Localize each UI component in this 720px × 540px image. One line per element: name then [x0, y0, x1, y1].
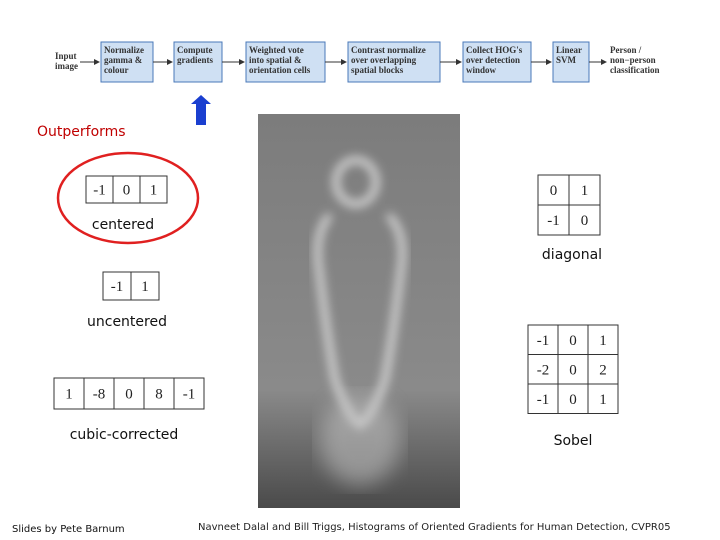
- step-text: orientation cells: [249, 65, 311, 75]
- kernel-value: 0: [569, 333, 577, 349]
- step-text: over overlapping: [351, 55, 417, 65]
- footer-right: Navneet Dalal and Bill Triggs, Histogram…: [198, 522, 671, 533]
- kernel-cell: [143, 377, 175, 410]
- kernel-value: -2: [537, 362, 550, 378]
- kernel-value: 1: [65, 387, 73, 403]
- kernel-value: 1: [150, 183, 158, 199]
- kernel-cell: [113, 377, 145, 410]
- kernel-label: Sobel: [554, 433, 593, 449]
- kernel-value: -1: [537, 392, 550, 408]
- kernel-value: -1: [547, 213, 560, 229]
- kernel-cell: [587, 383, 619, 414]
- output-text: classification: [610, 65, 660, 75]
- kernel-cell: [587, 354, 619, 385]
- kernel-cell: [102, 271, 132, 301]
- step-text: Contrast normalize: [351, 45, 426, 55]
- step-box: [100, 41, 154, 83]
- step-text: SVM: [556, 55, 577, 65]
- kernel-value: -1: [111, 279, 124, 295]
- step-text: Compute: [177, 45, 213, 55]
- kernel-value: 0: [123, 183, 131, 199]
- step-text: Normalize: [104, 45, 144, 55]
- output-text: Person /: [610, 45, 642, 55]
- step-text: gradients: [177, 55, 213, 65]
- step-box: [552, 41, 590, 83]
- note: Outperforms: [37, 124, 126, 140]
- kernel-value: 1: [599, 392, 607, 408]
- kernel-cell: [527, 383, 559, 414]
- kernel-cell: [587, 324, 619, 355]
- kernel-value: 2: [599, 362, 607, 378]
- gradient-image: [258, 114, 460, 508]
- kernel-label: diagonal: [542, 247, 602, 263]
- kernel-cell: [53, 377, 85, 410]
- kernel-value: 8: [155, 387, 163, 403]
- step-text: colour: [104, 65, 129, 75]
- kernel-cell: [83, 377, 115, 410]
- step-text: window: [466, 65, 497, 75]
- input-text: Input: [55, 51, 77, 61]
- output-text: non−person: [610, 55, 656, 65]
- step-text: Weighted vote: [249, 45, 304, 55]
- kernel-value: 1: [599, 333, 607, 349]
- kernel-value: 1: [581, 183, 589, 199]
- kernel-value: -8: [93, 387, 106, 403]
- kernel-value: 0: [550, 183, 558, 199]
- highlight-ellipse: [56, 151, 200, 245]
- step-box: [173, 41, 223, 83]
- step-text: gamma &: [104, 55, 143, 65]
- kernel-value: 0: [581, 213, 589, 229]
- kernel-value: 1: [141, 279, 149, 295]
- input-text: image: [55, 61, 78, 71]
- kernel-cell: [527, 324, 559, 355]
- kernel-value: 0: [125, 387, 133, 403]
- kernel-cell: [112, 175, 141, 204]
- kernel-cell: [139, 175, 168, 204]
- kernel-cell: [537, 174, 570, 206]
- footer-left: Slides by Pete Barnum: [12, 524, 125, 535]
- step-box: [245, 41, 326, 83]
- up-arrow: [191, 95, 211, 125]
- step-text: over detection: [466, 55, 520, 65]
- kernel-label: centered: [92, 217, 154, 233]
- kernel-cell: [527, 354, 559, 385]
- step-text: spatial blocks: [351, 65, 404, 75]
- kernel-cell: [568, 204, 601, 236]
- kernel-value: -1: [537, 333, 550, 349]
- kernel-value: 0: [569, 392, 577, 408]
- step-box: [347, 41, 441, 83]
- step-text: Collect HOG's: [466, 45, 523, 55]
- kernel-cell: [130, 271, 160, 301]
- step-text: Linear: [556, 45, 582, 55]
- kernel-label: uncentered: [87, 314, 167, 330]
- kernel-value: -1: [93, 183, 106, 199]
- kernel-cell: [173, 377, 205, 410]
- step-text: into spatial &: [249, 55, 302, 65]
- kernel-value: 0: [569, 362, 577, 378]
- kernel-label: cubic-corrected: [70, 427, 179, 443]
- kernel-value: -1: [183, 387, 196, 403]
- kernels: -1 0 1 centered -1 1 uncentered 1 -8 0 8 -1 cubic-co…: [53, 174, 619, 449]
